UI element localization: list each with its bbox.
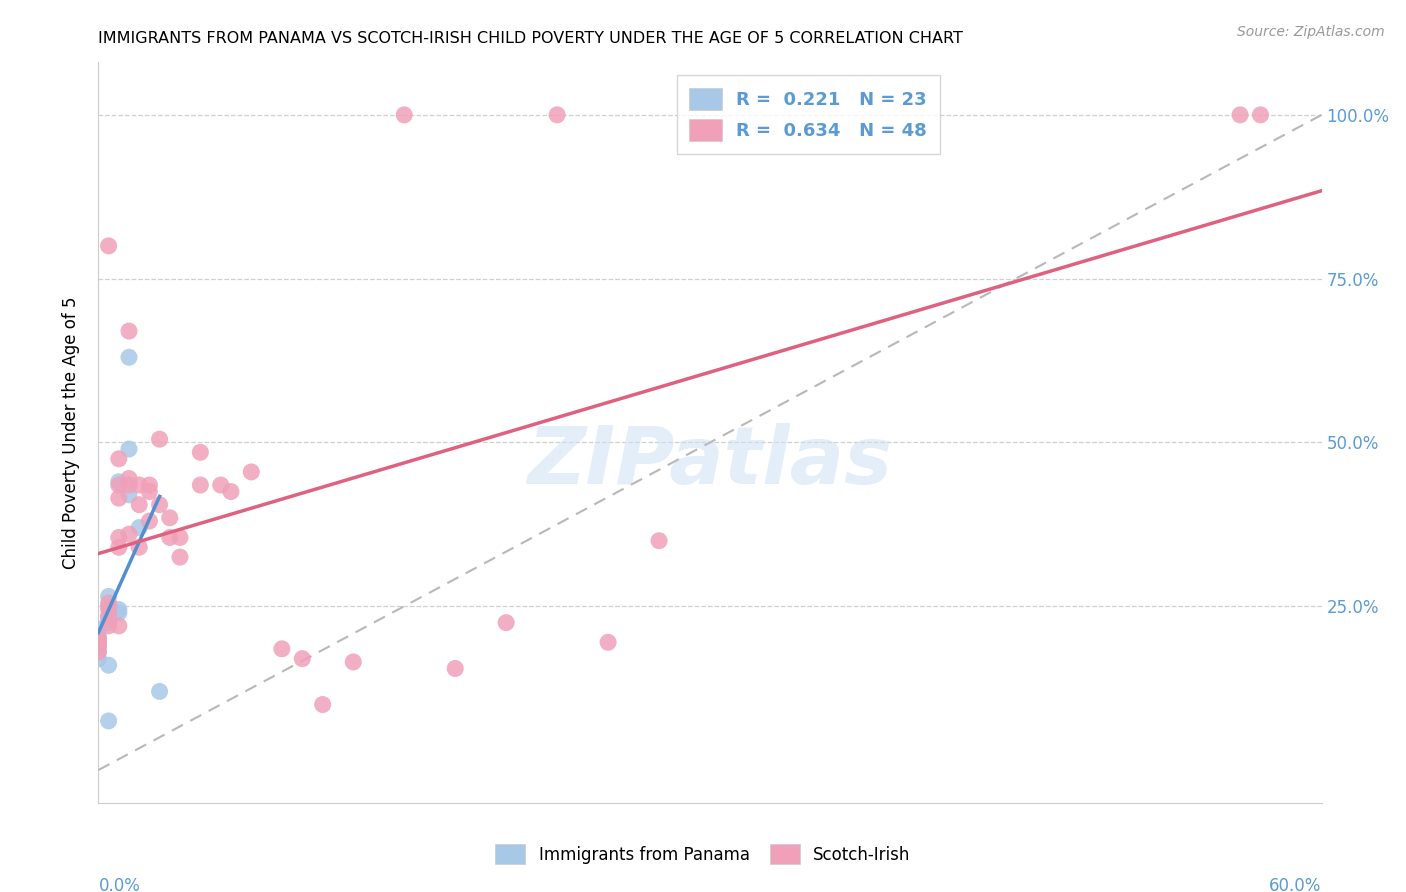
Point <box>87 632 110 646</box>
Point <box>118 471 141 485</box>
Point <box>97 658 120 673</box>
Point <box>159 510 181 524</box>
Point <box>118 527 141 541</box>
Point <box>108 451 131 466</box>
Point <box>87 645 110 659</box>
Point <box>97 599 120 614</box>
Point <box>188 445 212 459</box>
Point <box>108 602 131 616</box>
Point <box>138 484 160 499</box>
Y-axis label: Child Poverty Under the Age of 5: Child Poverty Under the Age of 5 <box>62 296 80 569</box>
Text: IMMIGRANTS FROM PANAMA VS SCOTCH-IRISH CHILD POVERTY UNDER THE AGE OF 5 CORRELAT: IMMIGRANTS FROM PANAMA VS SCOTCH-IRISH C… <box>98 31 963 46</box>
Point <box>270 641 294 656</box>
Point <box>392 108 416 122</box>
Text: Source: ZipAtlas.com: Source: ZipAtlas.com <box>1237 25 1385 39</box>
Point <box>138 514 160 528</box>
Point <box>108 475 131 489</box>
Point <box>87 622 110 636</box>
Point <box>97 602 120 616</box>
Point <box>118 488 141 502</box>
Point <box>118 324 141 338</box>
Point <box>97 714 120 728</box>
Point <box>87 635 110 649</box>
Text: 60.0%: 60.0% <box>1270 877 1322 892</box>
Point <box>97 615 120 630</box>
Point <box>108 541 131 555</box>
Point <box>87 639 110 653</box>
Point <box>97 239 120 253</box>
Point <box>128 541 150 555</box>
Point <box>97 619 120 633</box>
Point <box>97 609 120 624</box>
Point <box>444 661 467 675</box>
Point <box>97 590 120 604</box>
Text: ZIPatlas: ZIPatlas <box>527 423 893 501</box>
Point <box>87 651 110 665</box>
Point <box>240 465 263 479</box>
Point <box>87 641 110 656</box>
Point <box>495 615 517 630</box>
Point <box>128 521 150 535</box>
Point <box>97 609 120 624</box>
Point <box>128 498 150 512</box>
Point <box>118 478 141 492</box>
Point <box>118 442 141 456</box>
Point <box>87 629 110 643</box>
Point <box>97 612 120 626</box>
Point <box>108 478 131 492</box>
Point <box>312 698 335 712</box>
Point <box>87 632 110 646</box>
Point <box>138 478 160 492</box>
Point <box>648 533 671 548</box>
Legend: Immigrants from Panama, Scotch-Irish: Immigrants from Panama, Scotch-Irish <box>489 838 917 871</box>
Point <box>108 606 131 620</box>
Point <box>87 645 110 659</box>
Point <box>108 491 131 505</box>
Point <box>108 531 131 545</box>
Point <box>169 531 191 545</box>
Legend: R =  0.221   N = 23, R =  0.634   N = 48: R = 0.221 N = 23, R = 0.634 N = 48 <box>676 75 939 153</box>
Point <box>149 684 172 698</box>
Text: 0.0%: 0.0% <box>98 877 141 892</box>
Point <box>209 478 232 492</box>
Point <box>149 432 172 446</box>
Point <box>342 655 364 669</box>
Point <box>159 531 181 545</box>
Point <box>118 351 141 365</box>
Point <box>291 651 314 665</box>
Point <box>1249 108 1271 122</box>
Point <box>219 484 242 499</box>
Point <box>149 498 172 512</box>
Point <box>87 639 110 653</box>
Point <box>97 596 120 610</box>
Point <box>128 478 150 492</box>
Point <box>546 108 568 122</box>
Point <box>108 619 131 633</box>
Point <box>169 550 191 565</box>
Point <box>596 635 619 649</box>
Point <box>1229 108 1251 122</box>
Point <box>188 478 212 492</box>
Point <box>87 635 110 649</box>
